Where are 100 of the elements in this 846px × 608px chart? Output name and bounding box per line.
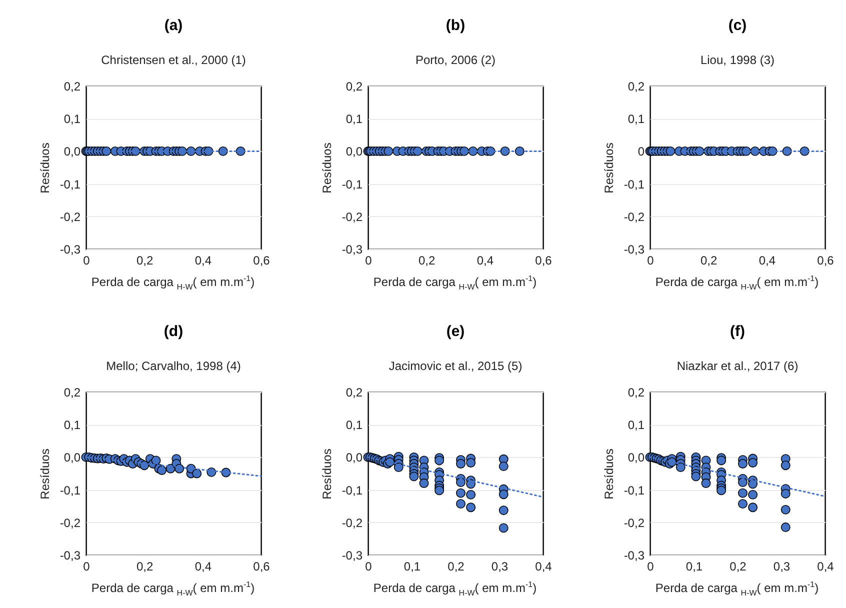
y-tick-label: -0,3: [60, 242, 81, 256]
y-tick-label: 0,1: [346, 112, 363, 126]
y-tick-label: 0,0: [346, 450, 363, 465]
point: [394, 462, 404, 472]
y-tick-label: 0,1: [628, 418, 645, 432]
y-tick-label: 0,2: [346, 80, 363, 94]
point: [434, 486, 444, 496]
x-tick-label: 0,3: [773, 560, 790, 574]
point: [780, 460, 790, 470]
y-tick-label: -0,1: [624, 177, 645, 192]
y-tick-label: -0,2: [60, 516, 81, 530]
x-tick-label: 0,2: [700, 254, 718, 268]
x-tick-label: 0,1: [686, 560, 703, 574]
y-tick-label: -0,3: [342, 548, 363, 562]
chart-subtitle: Niazkar et al., 2017 (6): [676, 359, 798, 373]
x-tick-label: 0: [365, 254, 372, 268]
x-tick-label: 0,4: [194, 254, 212, 268]
x-tick-label: 0,6: [817, 254, 834, 268]
x-tick-label: 0,2: [136, 254, 154, 268]
y-tick-label: 0,1: [346, 418, 363, 432]
chart-title: (d): [164, 323, 184, 340]
point: [691, 472, 701, 482]
point: [780, 488, 790, 498]
y-tick-label: -0,1: [624, 483, 645, 498]
point: [738, 488, 748, 498]
x-tick-label: 0: [647, 254, 654, 268]
point: [716, 486, 726, 496]
y-tick-label: 0,2: [628, 80, 645, 94]
chart-subtitle: Mello; Carvalho, 1998 (4): [106, 359, 241, 373]
x-axis-title: Perda de carga $_{H-W}$( em m.m$^{-1}$): [373, 274, 537, 292]
point: [157, 466, 167, 475]
point: [498, 490, 508, 500]
chart-title: (c): [728, 17, 747, 34]
x-axis-title: Perda de carga $_{H-W}$( em m.m$^{-1}$): [655, 274, 819, 292]
y-tick-label: -0,1: [342, 177, 363, 192]
point: [434, 456, 444, 466]
y-tick-label: 0: [638, 144, 645, 159]
y-tick-label: -0,2: [624, 516, 645, 530]
y-tick-label: -0,1: [60, 177, 81, 192]
x-tick-label: 0,4: [194, 560, 212, 574]
x-tick-label: 0,6: [535, 254, 552, 268]
point: [780, 504, 790, 514]
x-tick-label: 0: [83, 254, 90, 268]
y-tick-label: -0,3: [342, 242, 363, 256]
point: [466, 502, 476, 512]
x-axis-title: Perda de carga $_{H-W}$( em m.m$^{-1}$): [373, 580, 537, 598]
point: [498, 523, 508, 533]
point: [419, 478, 429, 488]
chart-subtitle: Jacimovic et al., 2015 (5): [388, 359, 522, 373]
x-tick-label: 0,3: [491, 560, 508, 574]
point: [738, 459, 748, 468]
x-tick-label: 0,2: [448, 560, 465, 574]
point: [748, 479, 758, 489]
point: [498, 462, 508, 472]
y-tick-label: -0,3: [60, 548, 81, 562]
point: [748, 502, 758, 512]
x-tick-label: 0: [83, 560, 90, 574]
point: [716, 456, 726, 466]
y-tick-label: 0,2: [628, 386, 645, 400]
point: [456, 499, 466, 509]
y-tick-label: 0,1: [64, 112, 81, 126]
y-axis-title: Resíduos: [38, 142, 52, 194]
y-tick-label: -0,2: [624, 210, 645, 224]
y-tick-label: -0,2: [60, 210, 81, 224]
y-tick-label: -0,1: [342, 483, 363, 498]
point: [738, 499, 748, 509]
y-tick-label: -0,2: [342, 516, 363, 530]
point: [456, 488, 466, 498]
x-axis-title: Perda de carga $_{H-W}$( em m.m$^{-1}$): [91, 274, 255, 292]
y-tick-label: 0,0: [64, 144, 81, 159]
x-tick-label: 0: [647, 560, 654, 574]
x-axis-title: Perda de carga $_{H-W}$( em m.m$^{-1}$): [91, 580, 255, 598]
x-tick-label: 0,6: [253, 560, 270, 574]
y-axis-title: Resíduos: [38, 448, 52, 500]
point: [780, 522, 790, 532]
x-tick-label: 0,2: [136, 560, 154, 574]
chart-title: (a): [164, 17, 183, 34]
x-tick-label: 0,4: [476, 254, 494, 268]
y-tick-label: -0,3: [624, 242, 645, 256]
chart-subtitle: Liou, 1998 (3): [700, 53, 775, 67]
y-tick-label: 0,0: [346, 144, 363, 159]
y-tick-label: 0,2: [346, 386, 363, 400]
x-tick-label: 0,4: [817, 560, 834, 574]
point: [192, 468, 202, 478]
y-axis-title: Resíduos: [602, 448, 616, 500]
x-tick-label: 0: [365, 560, 372, 574]
y-tick-label: 0,1: [64, 418, 81, 432]
x-tick-label: 0,4: [535, 560, 552, 574]
x-tick-label: 0,6: [253, 254, 270, 268]
x-axis-title: Perda de carga $_{H-W}$( em m.m$^{-1}$): [655, 580, 819, 598]
point: [498, 506, 508, 516]
point: [701, 478, 711, 488]
point: [456, 459, 466, 468]
x-tick-label: 0,4: [758, 254, 776, 268]
y-tick-label: -0,3: [624, 548, 645, 562]
point: [738, 478, 748, 488]
point: [676, 462, 686, 472]
y-tick-label: 0,0: [628, 450, 645, 465]
x-tick-label: 0,2: [730, 560, 747, 574]
chart-title: (b): [446, 17, 466, 34]
